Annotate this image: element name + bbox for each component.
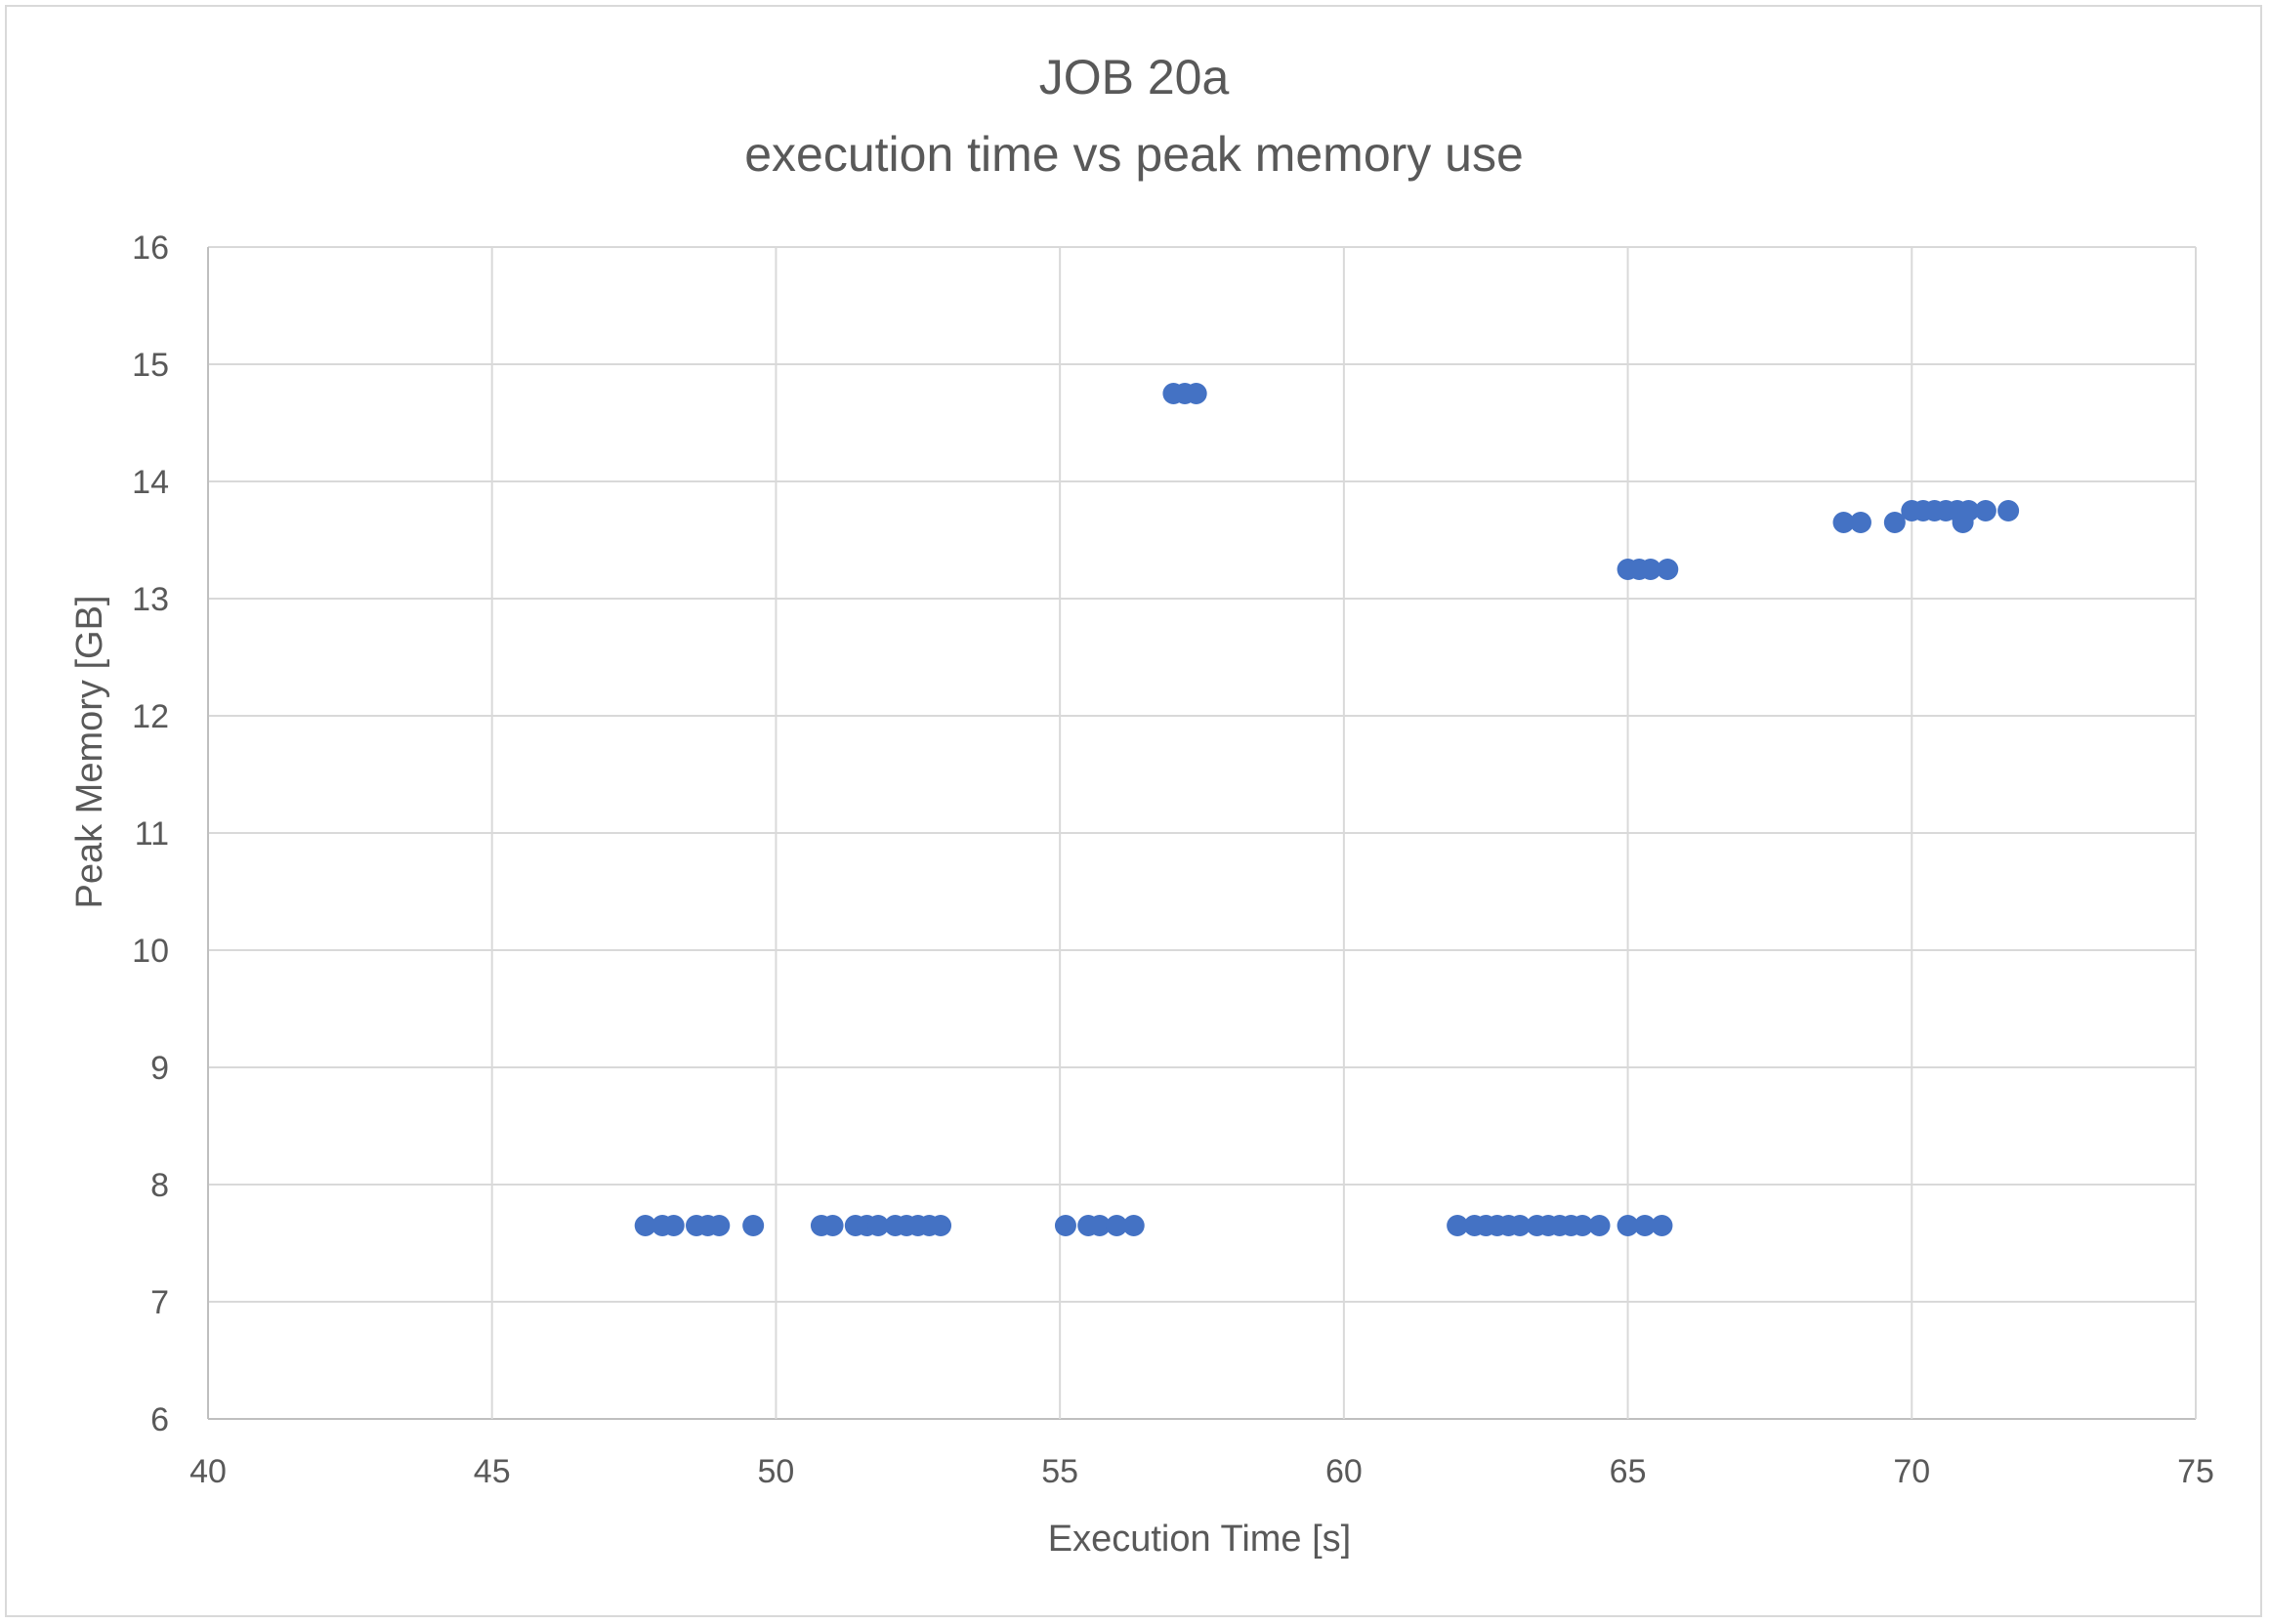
- x-axis-title: Execution Time [s]: [1048, 1519, 1351, 1560]
- data-point: [1651, 1215, 1673, 1236]
- y-axis-title: Peak Memory [GB]: [69, 596, 110, 909]
- data-point: [634, 1215, 656, 1236]
- data-point: [1952, 512, 1974, 533]
- x-tick-label-75: 75: [2177, 1453, 2214, 1490]
- x-tick-label-40: 40: [189, 1453, 227, 1490]
- data-point: [1883, 512, 1906, 533]
- data-point: [1997, 500, 2020, 521]
- y-tick-label-12: 12: [132, 698, 169, 735]
- y-tick-label-10: 10: [132, 933, 169, 970]
- data-point: [1122, 1215, 1145, 1236]
- data-point: [1634, 1215, 1657, 1236]
- chart-frame: [5, 5, 2262, 1617]
- tick-labels: 6 7 8 9 10 11 12 13 14 15 16 40 45 50 55 60 65 70 75: [132, 229, 2214, 1490]
- chart-title-line-1: JOB 20a: [1039, 50, 1230, 104]
- y-tick-label-11: 11: [135, 815, 169, 853]
- data-point: [1974, 500, 1996, 521]
- data-point: [930, 1215, 952, 1236]
- data-point: [1639, 559, 1661, 580]
- chart-title: JOB 20a execution time vs peak memory us…: [744, 50, 1524, 182]
- data-point: [867, 1215, 890, 1236]
- data-point: [1185, 383, 1207, 404]
- y-tick-label-14: 14: [132, 464, 169, 501]
- data-point: [821, 1215, 844, 1236]
- data-point: [1849, 512, 1871, 533]
- x-tick-label-50: 50: [758, 1453, 795, 1490]
- data-point: [662, 1215, 685, 1236]
- x-tick-label-45: 45: [474, 1453, 511, 1490]
- data-points: [634, 383, 2020, 1236]
- data-point: [708, 1215, 731, 1236]
- x-tick-label-65: 65: [1610, 1453, 1647, 1490]
- y-tick-label-16: 16: [132, 229, 169, 267]
- chart-title-line-2: execution time vs peak memory use: [744, 127, 1524, 182]
- y-tick-label-13: 13: [132, 581, 169, 618]
- data-point: [1106, 1215, 1128, 1236]
- data-point: [1832, 512, 1855, 533]
- data-point: [1572, 1215, 1594, 1236]
- data-point: [1054, 1215, 1076, 1236]
- x-tick-label-60: 60: [1325, 1453, 1363, 1490]
- y-tick-label-7: 7: [150, 1284, 169, 1321]
- y-tick-label-8: 8: [150, 1167, 169, 1204]
- data-point: [1617, 1215, 1639, 1236]
- data-point: [1509, 1215, 1532, 1236]
- x-tick-label-55: 55: [1041, 1453, 1078, 1490]
- y-tick-label-9: 9: [150, 1050, 169, 1087]
- grid-lines: [207, 246, 2197, 1420]
- data-point: [1088, 1215, 1111, 1236]
- data-point: [742, 1215, 765, 1236]
- x-tick-label-70: 70: [1893, 1453, 1930, 1490]
- y-tick-label-15: 15: [132, 347, 169, 384]
- y-tick-label-6: 6: [150, 1401, 169, 1438]
- data-point: [1657, 559, 1679, 580]
- data-point: [1447, 1215, 1469, 1236]
- data-point: [1588, 1215, 1611, 1236]
